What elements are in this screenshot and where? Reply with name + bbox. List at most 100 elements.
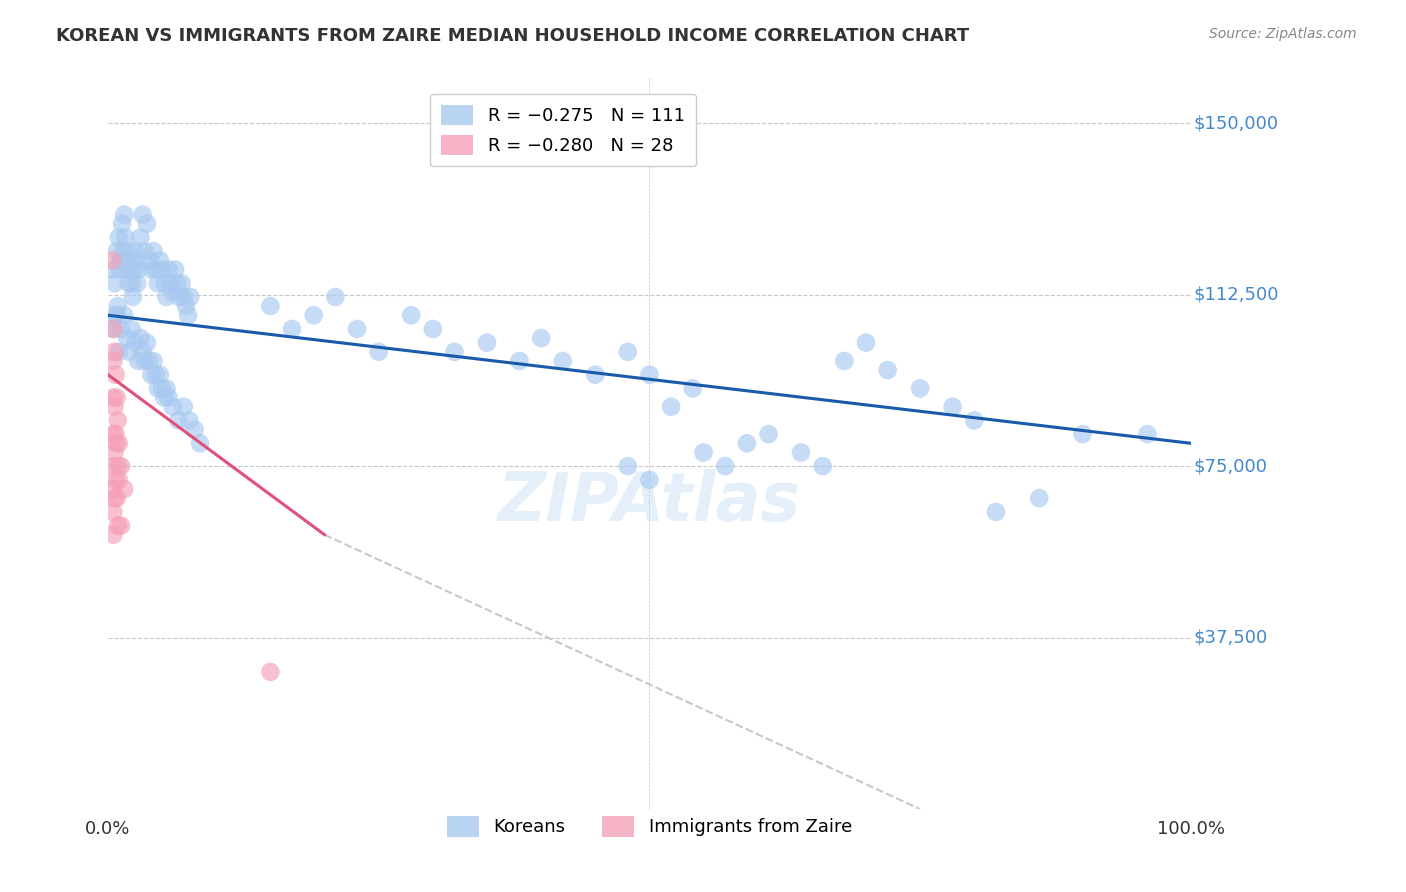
Point bbox=[159, 277, 181, 291]
Point bbox=[1028, 491, 1050, 505]
Point bbox=[136, 335, 159, 350]
Point bbox=[638, 368, 661, 382]
Point bbox=[103, 322, 125, 336]
Point bbox=[105, 308, 128, 322]
Point bbox=[103, 527, 125, 541]
Point bbox=[162, 285, 184, 300]
Point bbox=[103, 400, 125, 414]
Point bbox=[107, 518, 129, 533]
Point bbox=[115, 262, 138, 277]
Point bbox=[157, 262, 180, 277]
Point bbox=[134, 354, 156, 368]
Point bbox=[173, 290, 195, 304]
Point bbox=[1071, 427, 1094, 442]
Point bbox=[103, 459, 125, 474]
Point bbox=[145, 262, 167, 277]
Point bbox=[122, 290, 145, 304]
Point bbox=[174, 299, 197, 313]
Point bbox=[110, 518, 132, 533]
Point bbox=[153, 277, 176, 291]
Point bbox=[103, 482, 125, 496]
Point bbox=[125, 253, 148, 268]
Point bbox=[325, 290, 347, 304]
Point bbox=[166, 277, 188, 291]
Point bbox=[179, 413, 201, 427]
Point bbox=[103, 354, 125, 368]
Point bbox=[855, 335, 877, 350]
Point bbox=[177, 308, 200, 322]
Point bbox=[138, 253, 160, 268]
Text: $150,000: $150,000 bbox=[1194, 114, 1278, 132]
Point bbox=[167, 413, 190, 427]
Point bbox=[124, 244, 146, 259]
Text: ZIPAtlas: ZIPAtlas bbox=[498, 469, 801, 535]
Legend: Koreans, Immigrants from Zaire: Koreans, Immigrants from Zaire bbox=[440, 809, 859, 844]
Point bbox=[112, 482, 135, 496]
Point bbox=[142, 354, 165, 368]
Text: KOREAN VS IMMIGRANTS FROM ZAIRE MEDIAN HOUSEHOLD INCOME CORRELATION CHART: KOREAN VS IMMIGRANTS FROM ZAIRE MEDIAN H… bbox=[56, 27, 969, 45]
Point bbox=[157, 391, 180, 405]
Point bbox=[173, 400, 195, 414]
Point bbox=[422, 322, 444, 336]
Text: $112,500: $112,500 bbox=[1194, 285, 1278, 303]
Point bbox=[165, 262, 187, 277]
Point bbox=[105, 436, 128, 450]
Point bbox=[127, 277, 149, 291]
Point bbox=[141, 368, 163, 382]
Point bbox=[346, 322, 368, 336]
Point bbox=[146, 381, 169, 395]
Point bbox=[692, 445, 714, 459]
Point bbox=[103, 322, 125, 336]
Point bbox=[876, 363, 898, 377]
Point bbox=[108, 262, 131, 277]
Point bbox=[399, 308, 422, 322]
Point bbox=[149, 368, 172, 382]
Point bbox=[145, 368, 167, 382]
Point bbox=[124, 335, 146, 350]
Point bbox=[443, 344, 465, 359]
Point bbox=[963, 413, 986, 427]
Point bbox=[834, 354, 856, 368]
Point bbox=[138, 354, 160, 368]
Text: $37,500: $37,500 bbox=[1194, 629, 1267, 647]
Point bbox=[103, 505, 125, 519]
Point bbox=[117, 244, 139, 259]
Point bbox=[131, 208, 153, 222]
Point bbox=[638, 473, 661, 487]
Point bbox=[170, 277, 193, 291]
Point bbox=[155, 290, 177, 304]
Point bbox=[153, 391, 176, 405]
Point bbox=[121, 277, 143, 291]
Point bbox=[103, 391, 125, 405]
Text: $75,000: $75,000 bbox=[1194, 458, 1267, 475]
Point bbox=[942, 400, 965, 414]
Point bbox=[149, 253, 172, 268]
Point bbox=[908, 381, 931, 395]
Point bbox=[758, 427, 780, 442]
Point bbox=[129, 331, 152, 345]
Point bbox=[117, 277, 139, 291]
Point bbox=[134, 244, 156, 259]
Point bbox=[1136, 427, 1159, 442]
Point bbox=[735, 436, 758, 450]
Point bbox=[107, 413, 129, 427]
Point bbox=[105, 491, 128, 505]
Point bbox=[259, 665, 281, 679]
Point bbox=[155, 381, 177, 395]
Point bbox=[121, 322, 143, 336]
Point bbox=[367, 344, 389, 359]
Point bbox=[122, 262, 145, 277]
Point bbox=[108, 230, 131, 244]
Point bbox=[118, 253, 141, 268]
Point bbox=[136, 217, 159, 231]
Point bbox=[111, 217, 134, 231]
Point bbox=[150, 381, 173, 395]
Point bbox=[475, 335, 498, 350]
Point bbox=[530, 331, 553, 345]
Point bbox=[112, 244, 135, 259]
Point bbox=[169, 290, 191, 304]
Point bbox=[110, 322, 132, 336]
Point bbox=[659, 400, 682, 414]
Point bbox=[302, 308, 325, 322]
Point bbox=[107, 299, 129, 313]
